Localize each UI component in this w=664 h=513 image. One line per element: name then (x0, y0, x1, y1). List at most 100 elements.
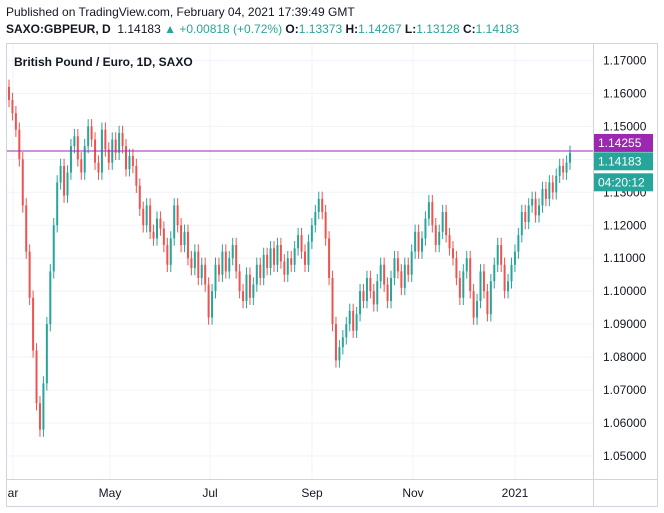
candle-body (162, 228, 165, 246)
candle-body (544, 189, 547, 199)
candle-body (52, 225, 55, 272)
candle-body (331, 277, 334, 325)
candle-body (18, 129, 21, 160)
x-tick-label: Jul (202, 486, 217, 500)
candle-body (180, 225, 183, 246)
candle-body (279, 245, 282, 262)
candle-body (303, 251, 306, 265)
candle-body (365, 277, 368, 302)
candle-body (424, 218, 427, 239)
candle-body (63, 165, 66, 196)
candle-body (510, 264, 513, 282)
candle-body (486, 291, 489, 315)
candle-body (90, 126, 93, 140)
close-label: C: (462, 22, 476, 36)
candle-body (255, 264, 258, 285)
y-tick-label: 1.06000 (603, 416, 647, 430)
candle-body (73, 136, 76, 147)
candle-body (290, 258, 293, 265)
candle-body (66, 172, 69, 196)
candle-body (407, 264, 410, 275)
candle-body (118, 132, 121, 153)
candle-body (534, 198, 537, 216)
price-labels: 1.14255 1.14183 04:20:12 (594, 133, 653, 192)
y-tick-label: 1.07000 (603, 383, 647, 397)
candle-body (211, 291, 214, 318)
candle-body (431, 202, 434, 226)
candle-body (266, 254, 269, 269)
candle-body (455, 258, 458, 278)
candle-body (159, 218, 162, 229)
candle-body (242, 291, 245, 302)
candle-body (462, 271, 465, 298)
open-value: 1.13373 (298, 22, 343, 36)
grid-lines (7, 44, 593, 479)
high-value: 1.14267 (358, 22, 402, 36)
candle-body (555, 175, 558, 193)
candle-body (221, 251, 224, 275)
candle-body (393, 258, 396, 278)
candle-body (80, 159, 83, 173)
candle-body (38, 403, 41, 430)
close-value: 1.14183 (475, 22, 520, 36)
time-axis[interactable]: ar May Jul Sep Nov 2021 (8, 486, 529, 500)
candle-body (441, 212, 444, 232)
candle-body (310, 225, 313, 242)
candle-body (524, 212, 527, 222)
candle-body (489, 281, 492, 315)
candle-body (217, 264, 220, 275)
candle-body (69, 146, 72, 173)
candle-body (479, 271, 482, 302)
candle-body (49, 271, 52, 325)
candle-body (341, 337, 344, 348)
candle-body (245, 274, 248, 302)
y-tick-label: 1.05000 (603, 449, 647, 463)
candle-body (107, 149, 110, 163)
candle-body (482, 271, 485, 292)
candle-body (200, 264, 203, 278)
candle-body (445, 212, 448, 236)
candle-body (11, 100, 14, 114)
candle-body (25, 205, 28, 252)
candle-body (138, 185, 141, 209)
candle-body (359, 291, 362, 315)
candle-body (396, 258, 399, 272)
candle-body (517, 235, 520, 252)
y-tick-label: 1.10000 (603, 284, 647, 298)
open-label: O: (285, 22, 299, 36)
candle-body (513, 251, 516, 265)
candle-body (565, 162, 568, 173)
y-tick-label: 1.16000 (603, 86, 647, 100)
price-label-text: 1.14255 (598, 136, 642, 150)
candle-body (541, 189, 544, 206)
candle-body (152, 231, 155, 239)
candle-body (76, 136, 79, 160)
candle-body (183, 231, 186, 246)
candle-body (434, 225, 437, 246)
candle-body (59, 165, 62, 183)
candle-body (410, 251, 413, 275)
candle-body (193, 251, 196, 269)
candle-body (538, 205, 541, 216)
candle-body (334, 324, 337, 361)
candle-body (448, 235, 451, 249)
candle-body (149, 205, 152, 232)
candle-body (186, 231, 189, 259)
candles (8, 79, 571, 437)
y-tick-label: 1.12000 (603, 218, 647, 232)
candle-body (427, 202, 430, 219)
candle-body (104, 129, 107, 150)
candle-body (97, 162, 100, 173)
price-label-box (594, 133, 653, 152)
candle-body (238, 271, 241, 292)
candle-body (190, 258, 193, 269)
candle-body (465, 258, 468, 272)
price-axis[interactable]: 1.170001.160001.150001.140001.130001.120… (603, 53, 647, 462)
candle-body (386, 284, 389, 302)
published-line: Published on TradingView.com, February 0… (6, 5, 355, 19)
y-tick-label: 1.09000 (603, 317, 647, 331)
candle-body (114, 139, 117, 153)
candle-body (235, 245, 238, 272)
candle-body (42, 383, 45, 430)
